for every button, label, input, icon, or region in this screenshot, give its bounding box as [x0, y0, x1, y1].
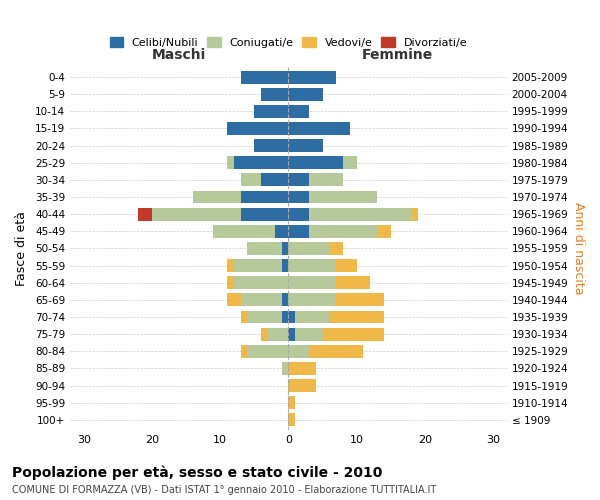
- Bar: [289, 310, 295, 324]
- Bar: [411, 208, 418, 220]
- Bar: [289, 294, 336, 306]
- Bar: [336, 259, 356, 272]
- Legend: Celibi/Nubili, Coniugati/e, Vedovi/e, Divorziati/e: Celibi/Nubili, Coniugati/e, Vedovi/e, Di…: [105, 32, 472, 52]
- Text: Popolazione per età, sesso e stato civile - 2010: Popolazione per età, sesso e stato civil…: [12, 465, 382, 479]
- Bar: [343, 156, 356, 169]
- Bar: [241, 174, 261, 186]
- Bar: [281, 294, 289, 306]
- Bar: [289, 190, 309, 203]
- Bar: [289, 88, 323, 101]
- Bar: [289, 122, 350, 135]
- Bar: [214, 225, 275, 238]
- Bar: [289, 208, 309, 220]
- Bar: [289, 379, 316, 392]
- Bar: [289, 105, 309, 118]
- Bar: [227, 276, 234, 289]
- Text: Femmine: Femmine: [362, 48, 433, 62]
- Bar: [289, 362, 316, 375]
- Bar: [227, 122, 289, 135]
- Bar: [323, 328, 384, 340]
- Bar: [227, 294, 241, 306]
- Bar: [289, 70, 336, 84]
- Bar: [281, 310, 289, 324]
- Bar: [309, 174, 343, 186]
- Bar: [241, 190, 289, 203]
- Bar: [289, 396, 295, 409]
- Bar: [261, 174, 289, 186]
- Bar: [336, 276, 370, 289]
- Bar: [247, 345, 289, 358]
- Bar: [289, 259, 336, 272]
- Bar: [309, 345, 364, 358]
- Bar: [289, 225, 309, 238]
- Bar: [254, 139, 289, 152]
- Bar: [241, 208, 289, 220]
- Bar: [227, 156, 234, 169]
- Bar: [275, 225, 289, 238]
- Bar: [193, 190, 241, 203]
- Bar: [241, 310, 247, 324]
- Bar: [247, 242, 281, 255]
- Bar: [289, 156, 343, 169]
- Y-axis label: Anni di nascita: Anni di nascita: [572, 202, 585, 294]
- Bar: [234, 156, 289, 169]
- Bar: [152, 208, 241, 220]
- Bar: [289, 276, 336, 289]
- Bar: [289, 242, 329, 255]
- Bar: [309, 225, 377, 238]
- Bar: [268, 328, 289, 340]
- Bar: [234, 276, 289, 289]
- Bar: [336, 294, 384, 306]
- Bar: [241, 70, 289, 84]
- Bar: [289, 139, 323, 152]
- Bar: [138, 208, 152, 220]
- Bar: [289, 328, 295, 340]
- Text: COMUNE DI FORMAZZA (VB) - Dati ISTAT 1° gennaio 2010 - Elaborazione TUTTITALIA.I: COMUNE DI FORMAZZA (VB) - Dati ISTAT 1° …: [12, 485, 436, 495]
- Bar: [281, 242, 289, 255]
- Bar: [289, 345, 309, 358]
- Text: Maschi: Maschi: [152, 48, 206, 62]
- Bar: [329, 242, 343, 255]
- Y-axis label: Fasce di età: Fasce di età: [15, 211, 28, 286]
- Bar: [281, 362, 289, 375]
- Bar: [261, 88, 289, 101]
- Bar: [227, 259, 234, 272]
- Bar: [241, 345, 247, 358]
- Bar: [261, 328, 268, 340]
- Bar: [295, 310, 329, 324]
- Bar: [254, 105, 289, 118]
- Bar: [241, 294, 281, 306]
- Bar: [281, 259, 289, 272]
- Bar: [289, 414, 295, 426]
- Bar: [247, 310, 281, 324]
- Bar: [309, 208, 411, 220]
- Bar: [289, 174, 309, 186]
- Bar: [377, 225, 391, 238]
- Bar: [234, 259, 281, 272]
- Bar: [309, 190, 377, 203]
- Bar: [295, 328, 323, 340]
- Bar: [329, 310, 384, 324]
